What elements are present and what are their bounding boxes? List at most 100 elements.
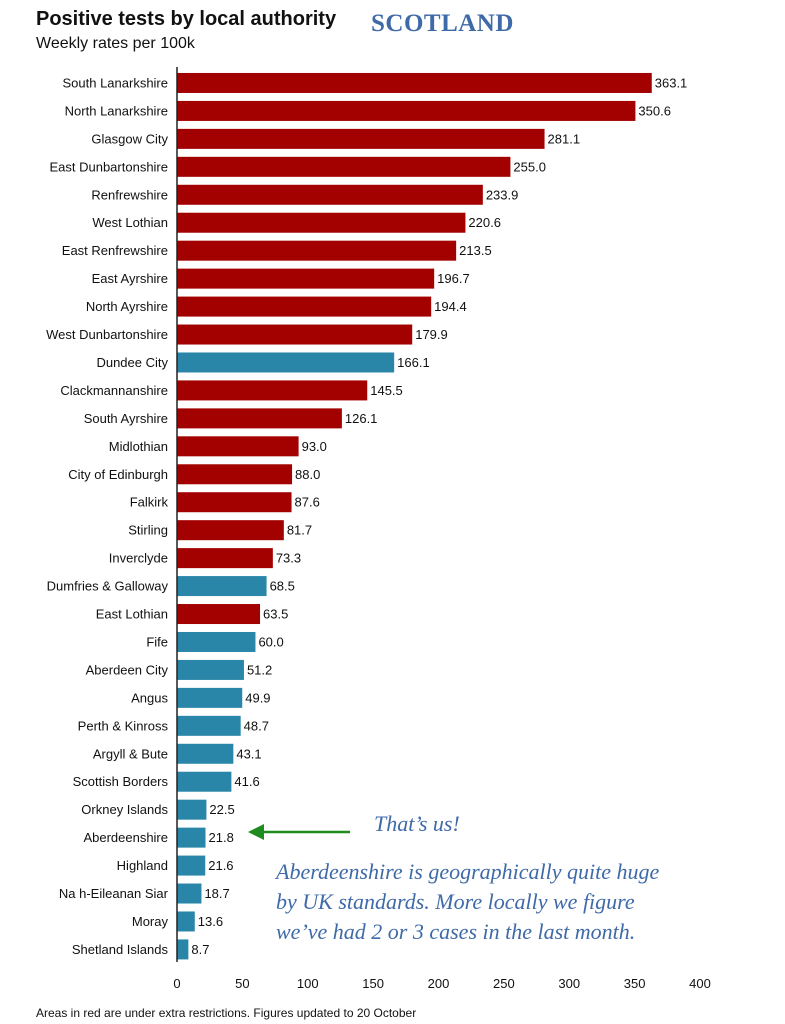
bar [177, 855, 206, 876]
category-label: South Ayrshire [84, 411, 168, 426]
bar [177, 268, 435, 289]
value-label: 213.5 [459, 243, 492, 258]
bar [177, 911, 195, 932]
bar [177, 576, 267, 597]
category-label: Midlothian [109, 439, 168, 454]
category-label: Clackmannanshire [60, 383, 168, 398]
bar [177, 352, 395, 373]
bar [177, 436, 299, 457]
value-label: 60.0 [258, 634, 283, 649]
category-label: Aberdeen City [86, 662, 169, 677]
bar [177, 240, 457, 261]
value-label: 166.1 [397, 355, 430, 370]
bar [177, 659, 244, 680]
category-label: East Ayrshire [92, 271, 168, 286]
value-label: 21.6 [208, 858, 233, 873]
bar [177, 631, 256, 652]
bar [177, 212, 466, 233]
category-label: Argyll & Bute [93, 746, 168, 761]
value-label: 43.1 [236, 746, 261, 761]
value-label: 51.2 [247, 662, 272, 677]
value-label: 48.7 [244, 718, 269, 733]
value-label: 41.6 [234, 774, 259, 789]
x-tick-label: 150 [362, 976, 384, 991]
x-tick-label: 50 [235, 976, 249, 991]
category-label: Orkney Islands [81, 802, 168, 817]
value-label: 88.0 [295, 467, 320, 482]
bar [177, 492, 292, 513]
value-label: 81.7 [287, 523, 312, 538]
x-tick-label: 100 [297, 976, 319, 991]
value-label: 233.9 [486, 187, 519, 202]
category-label: Inverclyde [109, 551, 168, 566]
x-tick-label: 300 [558, 976, 580, 991]
x-tick-label: 200 [428, 976, 450, 991]
category-label: Highland [117, 858, 168, 873]
value-label: 220.6 [468, 215, 501, 230]
bar [177, 72, 652, 93]
annotation-note-line: we’ve had 2 or 3 cases in the last month… [276, 919, 636, 944]
value-label: 8.7 [191, 942, 209, 957]
category-label: Renfrewshire [91, 187, 168, 202]
scotland-stamp: SCOTLAND [371, 10, 514, 37]
value-label: 255.0 [513, 159, 546, 174]
value-label: 145.5 [370, 383, 403, 398]
value-label: 194.4 [434, 299, 467, 314]
arrow-head [248, 824, 264, 840]
bar [177, 715, 241, 736]
annotation-note-line: by UK standards. More locally we figure [276, 889, 635, 914]
category-label: Glasgow City [91, 131, 168, 146]
x-tick-label: 0 [173, 976, 180, 991]
category-label: East Lothian [96, 607, 168, 622]
bar [177, 771, 232, 792]
category-label: Fife [146, 634, 168, 649]
category-label: East Dunbartonshire [49, 159, 168, 174]
category-label: Dumfries & Galloway [47, 579, 169, 594]
annotation-thats-us: That’s us! [374, 811, 460, 836]
bar [177, 100, 636, 121]
footnote: Areas in red are under extra restriction… [36, 1006, 417, 1020]
category-label: Moray [132, 914, 169, 929]
value-label: 126.1 [345, 411, 378, 426]
category-label: East Renfrewshire [62, 243, 168, 258]
category-label: West Dunbartonshire [46, 327, 168, 342]
chart-title: Positive tests by local authority [36, 8, 337, 30]
bar [177, 687, 243, 708]
bar [177, 799, 207, 820]
bar [177, 408, 342, 429]
annotation-arrow [248, 824, 350, 840]
category-label: North Ayrshire [86, 299, 168, 314]
chart-subtitle: Weekly rates per 100k [36, 35, 195, 52]
bar-chart: South Lanarkshire 363.1 North Lanarkshire 3… [46, 67, 711, 991]
category-label: Stirling [128, 523, 168, 538]
value-label: 63.5 [263, 607, 288, 622]
bar [177, 464, 293, 485]
category-label: Angus [131, 690, 168, 705]
value-label: 22.5 [209, 802, 234, 817]
bar [177, 548, 273, 569]
bar [177, 184, 483, 205]
bar [177, 520, 284, 541]
category-label: Dundee City [96, 355, 168, 370]
x-tick-label: 350 [624, 976, 646, 991]
bar [177, 380, 368, 401]
bar [177, 883, 202, 904]
category-label: Shetland Islands [72, 942, 169, 957]
value-label: 18.7 [204, 886, 229, 901]
bar [177, 939, 189, 960]
category-label: Aberdeenshire [83, 830, 168, 845]
value-label: 68.5 [270, 579, 295, 594]
value-label: 13.6 [198, 914, 223, 929]
bar [177, 324, 413, 345]
value-label: 73.3 [276, 551, 301, 566]
value-label: 179.9 [415, 327, 448, 342]
bar [177, 156, 511, 177]
category-label: Perth & Kinross [78, 718, 169, 733]
value-label: 350.6 [638, 103, 671, 118]
value-label: 49.9 [245, 690, 270, 705]
annotation-note: Aberdeenshire is geographically quite hu… [276, 857, 716, 947]
value-label: 87.6 [295, 495, 320, 510]
value-label: 281.1 [548, 131, 581, 146]
value-label: 21.8 [209, 830, 234, 845]
value-label: 363.1 [655, 75, 688, 90]
